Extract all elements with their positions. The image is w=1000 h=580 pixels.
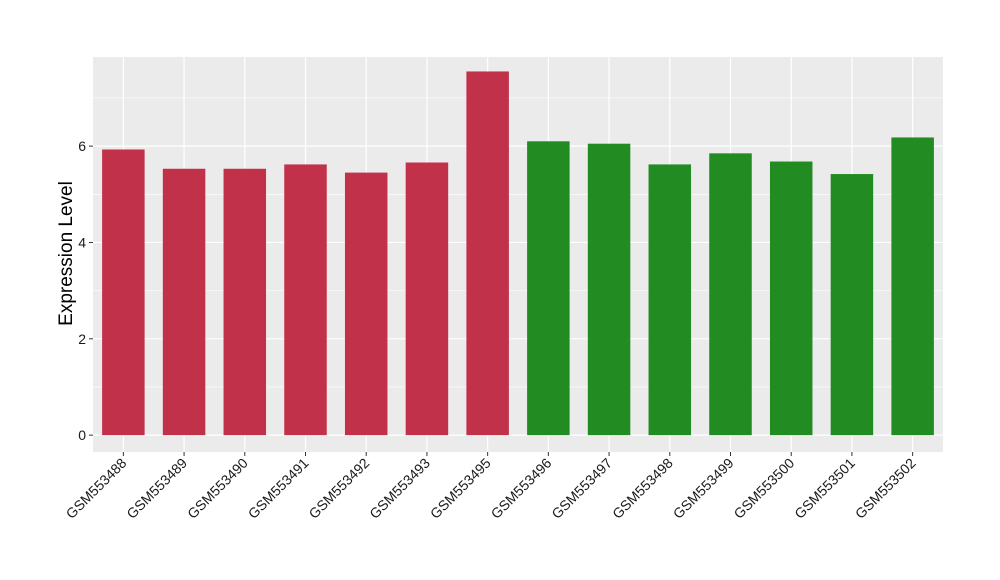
bar-gsm553490 — [223, 168, 267, 436]
x-tick-label: GSM553502 — [852, 455, 919, 522]
bar-gsm553502 — [891, 137, 934, 436]
y-axis: 0 2 4 6 — [78, 138, 93, 443]
bar-gsm553491 — [284, 164, 327, 436]
bar-gsm553488 — [102, 149, 145, 436]
x-tick-label: GSM553496 — [488, 455, 555, 522]
bar-gsm553489 — [162, 168, 206, 436]
bars-group — [102, 71, 934, 436]
bar-gsm553495 — [466, 71, 509, 436]
y-tick-label: 0 — [78, 427, 86, 443]
x-tick-label: GSM553499 — [670, 455, 737, 522]
x-tick-label: GSM553498 — [609, 455, 676, 522]
x-tick-label: GSM553495 — [427, 455, 494, 522]
y-tick-label: 4 — [78, 234, 86, 250]
bar-gsm553497 — [587, 143, 631, 436]
bar-gsm553498 — [648, 164, 692, 436]
x-tick-label: GSM553493 — [366, 455, 433, 522]
bar-gsm553496 — [527, 141, 570, 436]
plot-panel-background — [93, 57, 943, 452]
x-tick-label: GSM553490 — [184, 455, 251, 522]
bar-gsm553499 — [709, 153, 752, 436]
y-tick-label: 6 — [78, 138, 86, 154]
x-tick-label: GSM553488 — [63, 455, 130, 522]
x-tick-label: GSM553489 — [123, 455, 190, 522]
bar-gsm553492 — [344, 172, 388, 436]
x-tick-label: GSM553497 — [548, 455, 615, 522]
x-axis: GSM553488GSM553489GSM553490GSM553491GSM5… — [63, 452, 919, 522]
x-tick-label: GSM553491 — [245, 455, 312, 522]
bar-gsm553501 — [830, 174, 874, 436]
y-axis-title: Expression Level — [56, 181, 77, 326]
x-tick-label: GSM553501 — [791, 455, 858, 522]
x-tick-label: GSM553500 — [730, 455, 797, 522]
bar-gsm553493 — [405, 162, 449, 436]
y-tick-label: 2 — [78, 331, 86, 347]
bar-gsm553500 — [769, 161, 813, 436]
x-tick-label: GSM553492 — [305, 455, 372, 522]
